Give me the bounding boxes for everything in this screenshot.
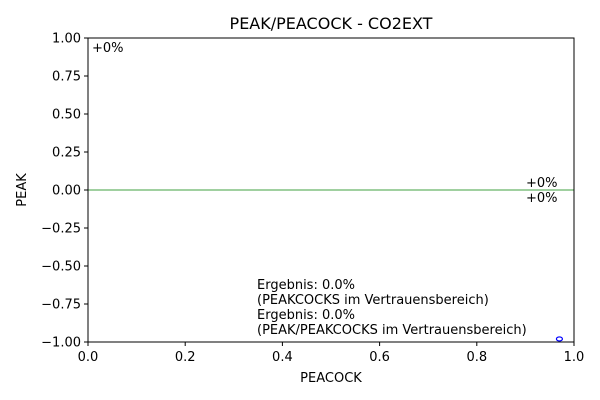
y-tick-label: −0.50 (41, 260, 81, 275)
y-tick-label: 0.50 (52, 108, 81, 123)
result-line-3: Ergebnis: 0.0% (257, 308, 355, 323)
x-tick-label: 0.8 (466, 350, 487, 365)
x-tick-label: 0.6 (369, 350, 390, 365)
x-tick-label: 0.2 (175, 350, 196, 365)
result-line-1: Ergebnis: 0.0% (257, 278, 355, 293)
result-line-2: (PEAKCOCKS im Vertrauensbereich) (257, 293, 489, 308)
chart-title: PEAK/PEACOCK - CO2EXT (230, 14, 433, 33)
x-axis-label: PEACOCK (300, 371, 362, 386)
y-tick-label: −0.75 (41, 298, 81, 313)
data-points (555, 336, 564, 342)
y-tick-label: −0.25 (41, 222, 81, 237)
annotation-top-left: +0% (92, 41, 124, 56)
y-tick-label: 0.00 (52, 184, 81, 199)
y-tick-label: −1.00 (41, 336, 81, 351)
annotation-right-upper: +0% (526, 176, 558, 191)
plot-frame (87, 37, 575, 343)
data-point (555, 336, 564, 342)
result-line-4: (PEAK/PEAKCOCKS im Vertrauensbereich) (257, 323, 527, 338)
annotation-right-lower: +0% (526, 191, 558, 206)
y-axis-ticks: 1.00 0.75 0.50 0.25 0.00 −0.25 −0.50 −0.75 −1.00 (41, 32, 88, 351)
y-tick-label: 1.00 (52, 32, 81, 47)
y-tick-label: 0.25 (52, 146, 81, 161)
y-tick-label: 0.75 (52, 70, 81, 85)
x-tick-label: 1.0 (564, 350, 585, 365)
x-axis-ticks: 0.0 0.2 0.4 0.6 0.8 1.0 (78, 342, 585, 365)
y-axis-label: PEAK (15, 173, 30, 207)
x-tick-label: 0.0 (78, 350, 99, 365)
x-tick-label: 0.4 (272, 350, 293, 365)
